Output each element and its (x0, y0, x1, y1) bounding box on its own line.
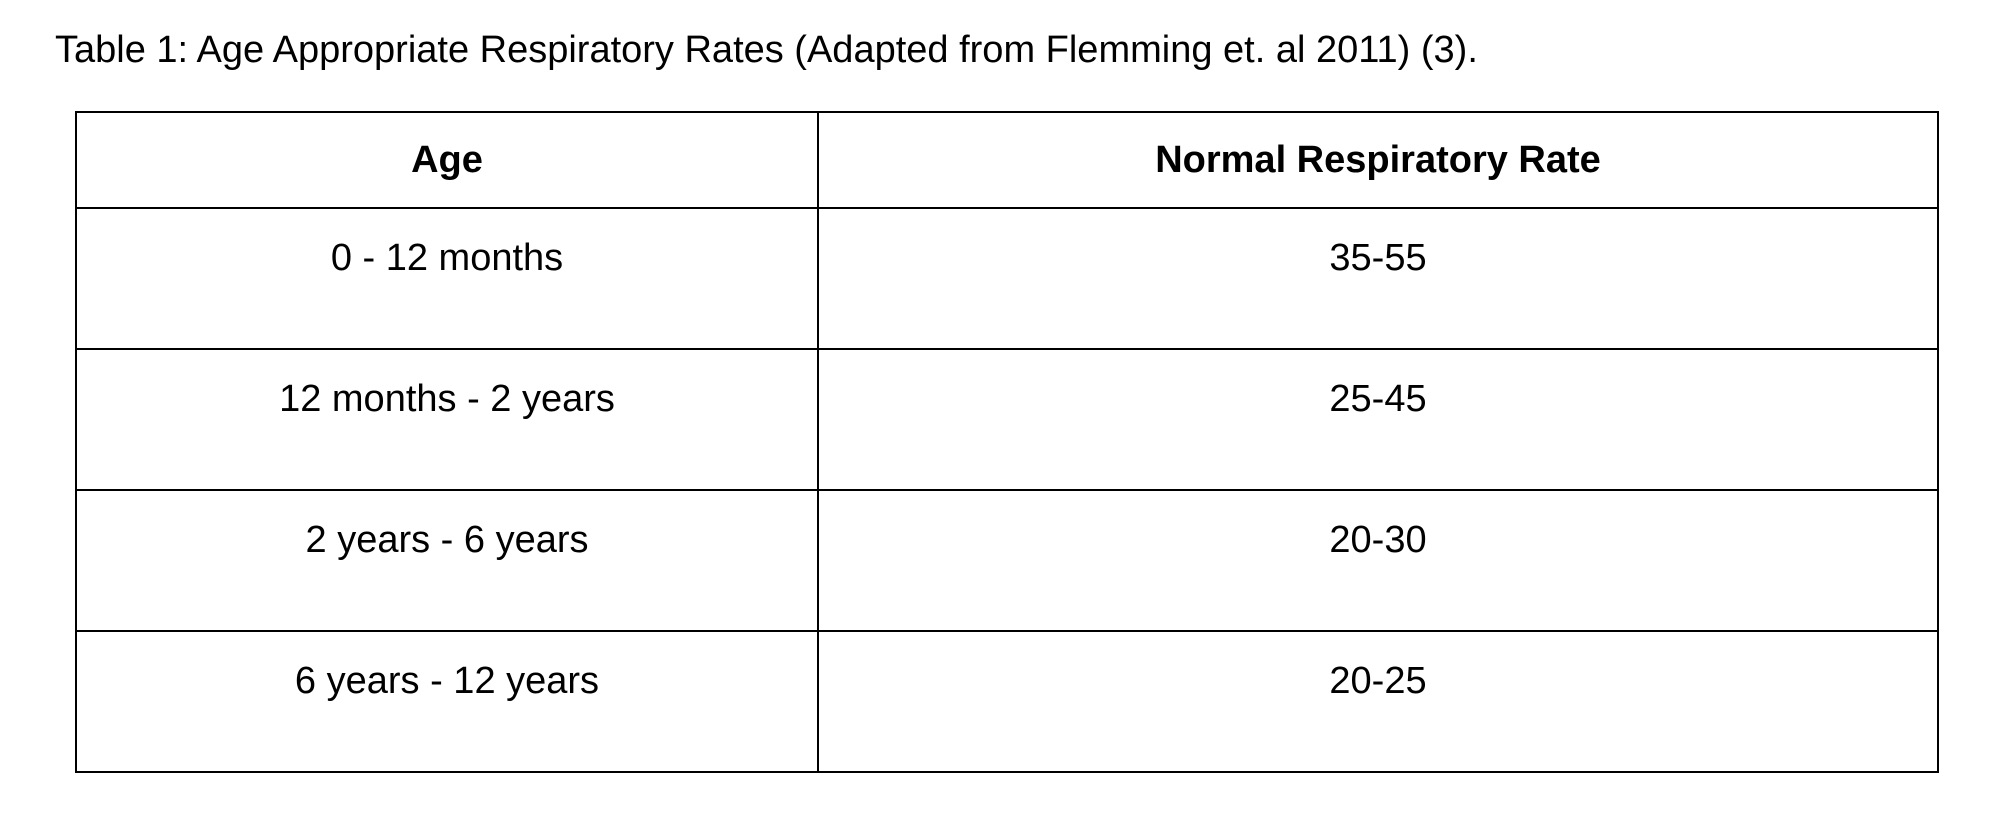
age-cell: 12 months - 2 years (75, 348, 819, 491)
table-row: 2 years - 6 years 20-30 (75, 489, 1939, 632)
rate-cell: 35-55 (817, 207, 1939, 350)
respiratory-rate-table: Age Normal Respiratory Rate 0 - 12 month… (75, 111, 1939, 773)
rate-cell: 25-45 (817, 348, 1939, 491)
age-cell: 2 years - 6 years (75, 489, 819, 632)
age-cell: 6 years - 12 years (75, 630, 819, 773)
rate-cell: 20-25 (817, 630, 1939, 773)
header-age: Age (75, 111, 819, 209)
table-row: 12 months - 2 years 25-45 (75, 348, 1939, 491)
table-caption: Table 1: Age Appropriate Respiratory Rat… (55, 29, 1478, 71)
table-row: 6 years - 12 years 20-25 (75, 630, 1939, 773)
rate-cell: 20-30 (817, 489, 1939, 632)
age-cell: 0 - 12 months (75, 207, 819, 350)
table-header-row: Age Normal Respiratory Rate (75, 111, 1939, 209)
table-row: 0 - 12 months 35-55 (75, 207, 1939, 350)
header-normal-respiratory-rate: Normal Respiratory Rate (817, 111, 1939, 209)
